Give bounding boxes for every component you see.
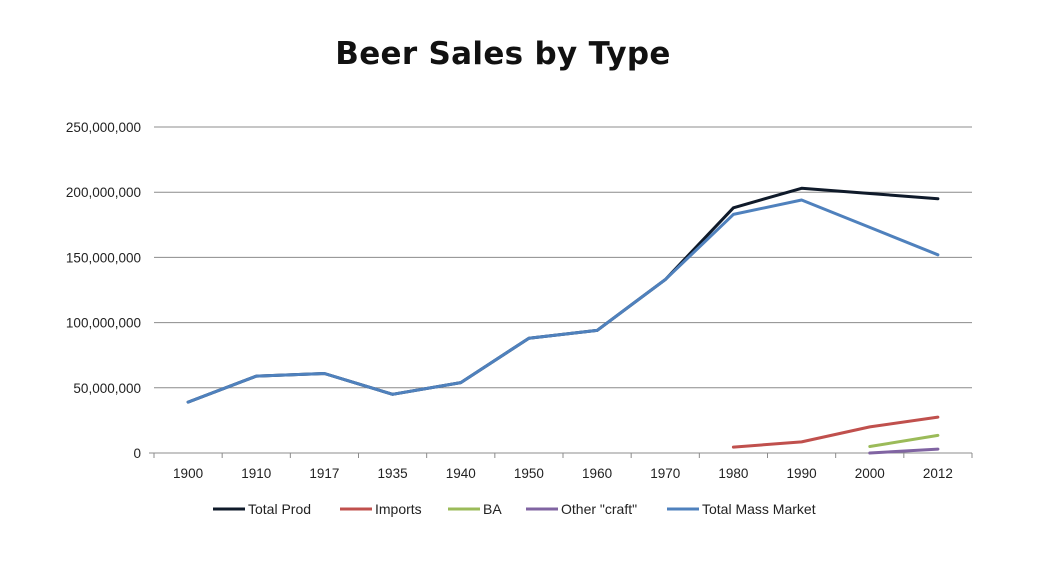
series-line-other-craft [868, 447, 940, 455]
y-tick-label: 100,000,000 [66, 316, 141, 331]
gridlines [154, 126, 972, 389]
series-line-imports [731, 415, 940, 449]
x-tick-label: 1900 [173, 466, 203, 481]
x-tick-label: 1935 [378, 466, 408, 481]
x-tick-label: 1950 [514, 466, 544, 481]
series-lines [186, 186, 940, 455]
x-axis [149, 452, 973, 458]
y-tick-label: 50,000,000 [73, 381, 141, 396]
x-tick-label: 2000 [855, 466, 885, 481]
series-line-ba [868, 433, 940, 448]
legend-label-other-craft: Other "craft" [561, 501, 637, 517]
y-tick-label: 150,000,000 [66, 250, 141, 265]
legend-label-imports: Imports [375, 501, 422, 517]
y-axis-tick-labels: 0 50,000,000 100,000,000 150,000,000 200,000… [66, 120, 141, 461]
x-tick-label: 1910 [241, 466, 271, 481]
x-tick-label: 1970 [650, 466, 680, 481]
y-tick-label: 250,000,000 [66, 120, 141, 135]
y-tick-label: 0 [133, 446, 141, 461]
x-tick-label: 2012 [923, 466, 953, 481]
x-tick-label: 1990 [787, 466, 817, 481]
y-tick-label: 200,000,000 [66, 185, 141, 200]
legend: Total Prod Imports BA Other "craft" Total Ma… [213, 501, 816, 517]
legend-label-total-mass-market: Total Mass Market [702, 501, 816, 517]
series-line-total-mass-market [186, 198, 940, 404]
legend-label-total-prod: Total Prod [248, 501, 311, 517]
series-line-total-prod [186, 186, 940, 404]
x-tick-label: 1940 [446, 466, 476, 481]
x-tick-label: 1980 [718, 466, 748, 481]
legend-label-ba: BA [483, 501, 502, 517]
chart-title: Beer Sales by Type [335, 36, 671, 72]
x-tick-label: 1917 [309, 466, 339, 481]
x-axis-tick-labels: 1900 1910 1917 1935 1940 1950 1960 1970 1980 1990… [173, 466, 953, 481]
x-tick-label: 1960 [582, 466, 612, 481]
